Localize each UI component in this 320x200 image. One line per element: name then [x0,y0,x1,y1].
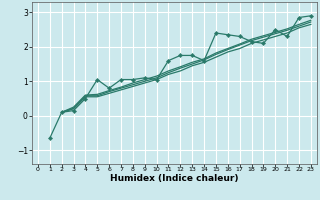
X-axis label: Humidex (Indice chaleur): Humidex (Indice chaleur) [110,174,239,183]
